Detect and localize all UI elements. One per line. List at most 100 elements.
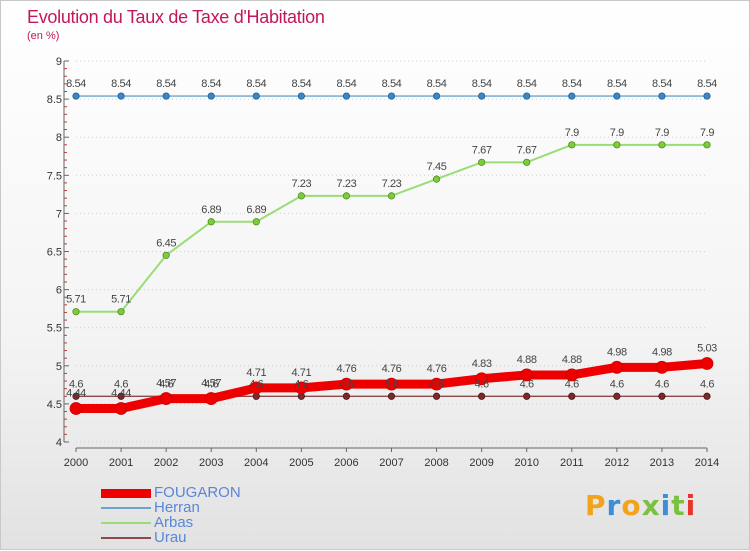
brand-letter: x: [641, 489, 661, 522]
data-point-arbas: [432, 175, 441, 183]
data-point-fougaron: [430, 377, 443, 391]
data-label-urau: 4.6: [565, 378, 579, 390]
data-label-fougaron: 4.57: [156, 378, 176, 390]
data-label-fougaron: 4.98: [652, 346, 672, 358]
x-tick-label: 2010: [514, 457, 538, 469]
legend-label: FOUGARON: [154, 484, 241, 501]
x-tick-label: 2000: [64, 457, 88, 469]
data-label-urau: 4.6: [700, 378, 714, 390]
x-tick-label: 2013: [650, 457, 674, 469]
data-label-arbas: 7.45: [427, 161, 447, 173]
y-tick-label: 5.5: [47, 323, 62, 335]
x-tick-label: 2009: [469, 457, 493, 469]
data-label-arbas: 7.23: [291, 178, 311, 190]
data-point-fougaron: [340, 377, 353, 391]
x-tick-label: 2008: [424, 457, 448, 469]
x-tick-label: 2011: [560, 457, 584, 469]
y-tick-label: 4.5: [47, 399, 62, 411]
brand-letter: r: [606, 489, 622, 522]
data-label-urau: 4.6: [249, 378, 263, 390]
data-point-arbas: [387, 192, 396, 200]
data-point-arbas: [297, 192, 305, 200]
data-point-arbas: [703, 141, 711, 149]
data-label-fougaron: 4.44: [111, 387, 131, 399]
chart-subtitle: (en %): [27, 30, 60, 42]
data-point-herran: [252, 92, 260, 100]
data-point-fougaron: [385, 377, 398, 391]
data-label-arbas: 6.89: [201, 204, 221, 216]
brand-letter: i: [685, 489, 697, 522]
legend-label: Arbas: [154, 514, 194, 531]
data-label-herran: 8.54: [337, 78, 357, 90]
data-point-herran: [387, 92, 396, 100]
data-point-fougaron: [294, 381, 308, 395]
data-point-arbas: [658, 141, 666, 149]
series-line-arbas: [75, 143, 708, 313]
data-label-fougaron: 4.88: [517, 354, 537, 366]
data-label-urau: 4.6: [339, 378, 353, 390]
data-point-urau: [568, 392, 576, 400]
data-label-arbas: 7.9: [610, 127, 624, 139]
y-tick-label: 8: [56, 132, 62, 144]
data-point-fougaron: [610, 360, 624, 374]
data-label-arbas: 7.9: [700, 127, 714, 139]
x-tick-label: 2003: [199, 457, 223, 469]
x-tick-label: 2012: [605, 457, 629, 469]
x-tick-label: 2002: [154, 457, 178, 469]
data-label-urau: 4.6: [655, 378, 669, 390]
data-point-arbas: [613, 141, 621, 149]
data-point-fougaron: [159, 392, 173, 405]
data-point-urau: [523, 392, 531, 400]
data-label-herran: 8.54: [562, 78, 582, 90]
x-tick-label: 2001: [109, 457, 133, 469]
data-point-urau: [342, 392, 351, 400]
data-label-urau: 4.6: [475, 378, 489, 390]
data-point-fougaron: [249, 381, 263, 395]
data-label-arbas: 7.67: [517, 144, 537, 156]
data-label-arbas: 7.9: [565, 127, 579, 139]
x-tick-label: 2006: [334, 457, 358, 469]
data-point-fougaron: [204, 392, 218, 405]
brand-letter: o: [621, 489, 642, 522]
y-tick-label: 6: [56, 285, 62, 297]
data-label-fougaron: 4.71: [291, 367, 311, 379]
data-point-fougaron: [114, 402, 128, 415]
data-label-arbas: 5.71: [66, 294, 86, 306]
y-tick-label: 7: [56, 208, 62, 220]
x-tick-label: 2005: [289, 457, 313, 469]
data-point-herran: [207, 92, 215, 100]
data-point-herran: [568, 92, 576, 100]
data-label-herran: 8.54: [652, 78, 672, 90]
data-point-arbas: [252, 218, 260, 226]
data-label-urau: 4.6: [520, 378, 534, 390]
data-point-herran: [342, 92, 351, 100]
data-point-herran: [432, 92, 441, 100]
data-label-fougaron: 4.76: [427, 363, 447, 375]
data-label-urau: 4.6: [159, 378, 173, 390]
data-point-arbas: [117, 308, 125, 316]
x-tick-label: 2007: [379, 457, 403, 469]
data-label-herran: 8.54: [382, 78, 402, 90]
data-label-urau: 4.6: [114, 378, 128, 390]
x-tick-label: 2004: [244, 457, 268, 469]
legend-swatch: [101, 522, 151, 524]
data-label-herran: 8.54: [246, 78, 266, 90]
data-point-fougaron: [475, 372, 489, 386]
data-label-fougaron: 4.76: [337, 363, 357, 375]
series-layer: [69, 92, 714, 415]
data-label-herran: 8.54: [427, 78, 447, 90]
y-tick-label: 7.5: [47, 170, 62, 182]
data-point-arbas: [568, 141, 576, 149]
data-label-fougaron: 4.57: [201, 378, 221, 390]
y-tick-label: 4: [56, 437, 62, 449]
data-label-arbas: 5.71: [111, 294, 131, 306]
y-tick-label: 8.5: [47, 94, 62, 106]
data-point-fougaron: [700, 357, 714, 370]
data-point-fougaron: [565, 368, 579, 382]
y-tick-label: 9: [56, 56, 62, 68]
data-label-arbas: 7.9: [655, 127, 669, 139]
data-point-urau: [478, 392, 486, 400]
data-point-herran: [478, 92, 486, 100]
legend-swatch: [101, 488, 151, 498]
